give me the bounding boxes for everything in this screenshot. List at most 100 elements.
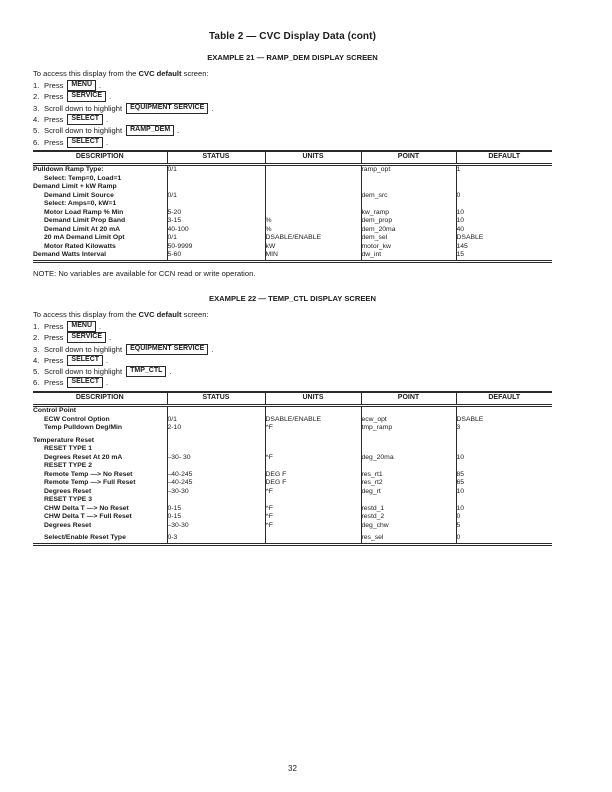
cell-description: Temperature Reset [33,436,95,444]
example-22-section: EXAMPLE 22 — TEMP_CTL DISPLAY SCREEN To … [33,294,552,546]
step-text: Press [44,115,64,125]
cell-units: DEG F [264,470,361,480]
cell-status: 0-15 [166,513,265,522]
column-header-status: STATUS [166,390,265,408]
cell-default [455,432,552,446]
cell-default: 10 [455,217,552,226]
table-row: Select/Enable Reset Type 0-3 res_sel 0 [33,530,552,546]
cell-description: RESET TYPE 1 [44,445,92,453]
cell-units: MIN [264,251,361,263]
step-text: Press [44,81,64,91]
cell-status: –30- 30 [166,453,265,463]
keycap-tmp-ctl: TMP_CTL [126,366,167,378]
example-22-table: DESCRIPTION STATUS UNITS POINT DEFAULT C… [33,390,552,546]
cell-description: CHW Delta T —> No Reset [44,504,129,512]
cell-point: dem_src [360,191,456,201]
step-text: Press [44,378,64,388]
keycap-menu: MENU [67,80,97,92]
step-number: 6. [33,378,40,388]
cell-default: 10 [455,487,552,497]
cell-default: 0 [455,191,552,201]
step-period: . [211,103,214,113]
cell-default: 0 [455,530,552,546]
cell-units [264,530,361,546]
table-header-row: DESCRIPTION STATUS UNITS POINT DEFAULT [33,149,552,167]
step-text: Scroll down to highlight [44,367,123,377]
cell-description: Select/Enable Reset Type [33,530,167,546]
cell-point [360,496,456,505]
cell-units: % [264,225,361,235]
cell-description: Temp Pulldown Deg/Min [44,424,123,432]
intro-pre: To access this display from the [33,69,139,78]
cell-status [166,405,265,416]
example-21-intro: To access this display from the CVC defa… [33,69,552,78]
cell-point: res_rt2 [360,479,456,488]
column-header-point: POINT [360,390,456,408]
step-period: . [106,137,109,147]
cell-point: ramp_opt [360,164,456,175]
step-number: 5. [33,126,40,136]
cell-units [264,445,361,454]
cell-point: motor_kw [360,242,456,252]
cell-point: deg_rt [360,487,456,497]
cell-description: 20 mA Demand Limit Opt [44,234,125,242]
step-number: 1. [33,81,40,91]
cell-status: –40-245 [166,470,265,480]
step-number: 5. [33,367,40,377]
cell-status: 0-3 [166,530,265,546]
cell-status [166,183,265,192]
cell-description: Demand Limit At 20 mA [44,225,121,233]
cell-units: ^F [264,513,361,522]
cell-description: Degrees Reset [44,487,92,495]
cell-units: ^F [264,504,361,514]
column-header-default: DEFAULT [455,390,552,408]
cell-description: RESET TYPE 3 [44,496,92,504]
column-header-units: UNITS [264,149,361,167]
page-number: 32 [288,764,297,773]
cell-units [264,174,361,184]
table-header-row: DESCRIPTION STATUS UNITS POINT DEFAULT [33,390,552,408]
intro-bold: CVC default [138,309,182,319]
cell-default: 15 [455,251,552,263]
cell-status [166,496,265,505]
step-text: Press [44,92,64,102]
cell-description: RESET TYPE 2 [44,462,92,470]
cell-default: 10 [455,504,552,514]
cell-units: kW [264,242,361,252]
step-number: 4. [33,355,40,365]
column-header-status: STATUS [166,149,265,167]
table-row: Demand Limit Source 0/1 dem_src 0 [33,191,552,201]
table-row: Temperature Reset [33,432,552,446]
cell-units: ^F [264,487,361,497]
cell-point: restd_2 [360,513,456,522]
cell-point: deg_chw [360,521,456,531]
cell-status [166,174,265,184]
note-text: NOTE: No variables are available for CCN… [33,268,256,278]
step-number: 3. [33,103,40,113]
table-row: Demand Watts Interval 5-60 MIN dw_int 15 [33,251,552,263]
cell-status [166,445,265,454]
table-row: RESET TYPE 3 [33,496,552,505]
table-row: CHW Delta T —> Full Reset 0-15 ^F restd_2 0 [33,513,552,522]
step-number: 1. [33,321,40,331]
cell-default: 3 [455,424,552,433]
cell-point: kw_ramp [360,208,456,218]
cell-point: dem_20ma [360,225,456,235]
step-number: 2. [33,333,40,343]
step-number: 2. [33,92,40,102]
table-row: 20 mA Demand Limit Opt 0/1 DSABLE/ENABLE de… [33,234,552,243]
step-period: . [177,126,180,136]
cell-point: ecw_opt [360,415,456,425]
example-22-steps: 1. Press MENU. 2. Press SERVICE. 3. Scroll down… [33,320,552,389]
cell-description: Select: Temp=0, Load=1 [44,174,122,182]
cell-point [360,432,456,446]
column-header-units: UNITS [264,390,361,408]
cell-units: DEG F [264,479,361,488]
step-item: 4. Press SELECT. [33,354,552,366]
step-item: 6. Press SELECT. [33,377,552,389]
table-row: RESET TYPE 2 [33,462,552,471]
step-item: 2. Press SERVICE. [33,332,552,344]
cell-status: 0/1 [166,234,265,243]
step-item: 1. Press MENU. [33,80,552,92]
keycap-menu: MENU [67,320,97,332]
